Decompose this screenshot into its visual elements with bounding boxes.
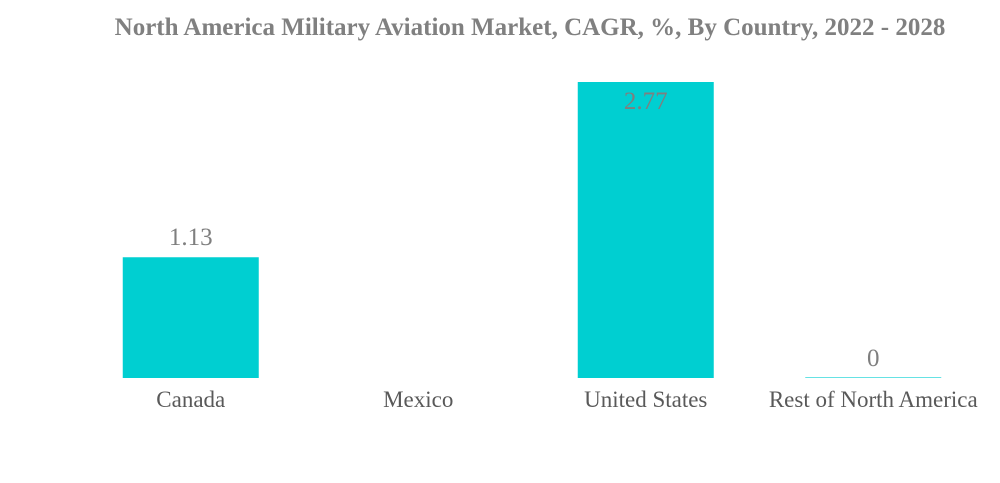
x-tick-label-mexico: Mexico xyxy=(383,387,453,412)
bar-canada xyxy=(122,257,259,378)
value-label-united-states: 2.77 xyxy=(624,88,668,115)
bar-united-states xyxy=(577,82,714,378)
bars-group xyxy=(122,82,942,378)
value-label-rest-of-north-america: 0 xyxy=(867,345,880,372)
value-labels-group: 1.13 2.77 0 xyxy=(169,88,880,372)
value-label-canada: 1.13 xyxy=(169,224,213,251)
bar-rest-of-north-america xyxy=(805,377,942,378)
x-tick-label-united-states: United States xyxy=(584,387,707,412)
x-tick-label-canada: Canada xyxy=(156,387,225,412)
tick-labels-group: Canada Mexico United States Rest of North A… xyxy=(156,387,977,412)
x-tick-label-rest-of-north-america: Rest of North America xyxy=(769,387,978,412)
chart-title: North America Military Aviation Market, … xyxy=(114,14,946,41)
